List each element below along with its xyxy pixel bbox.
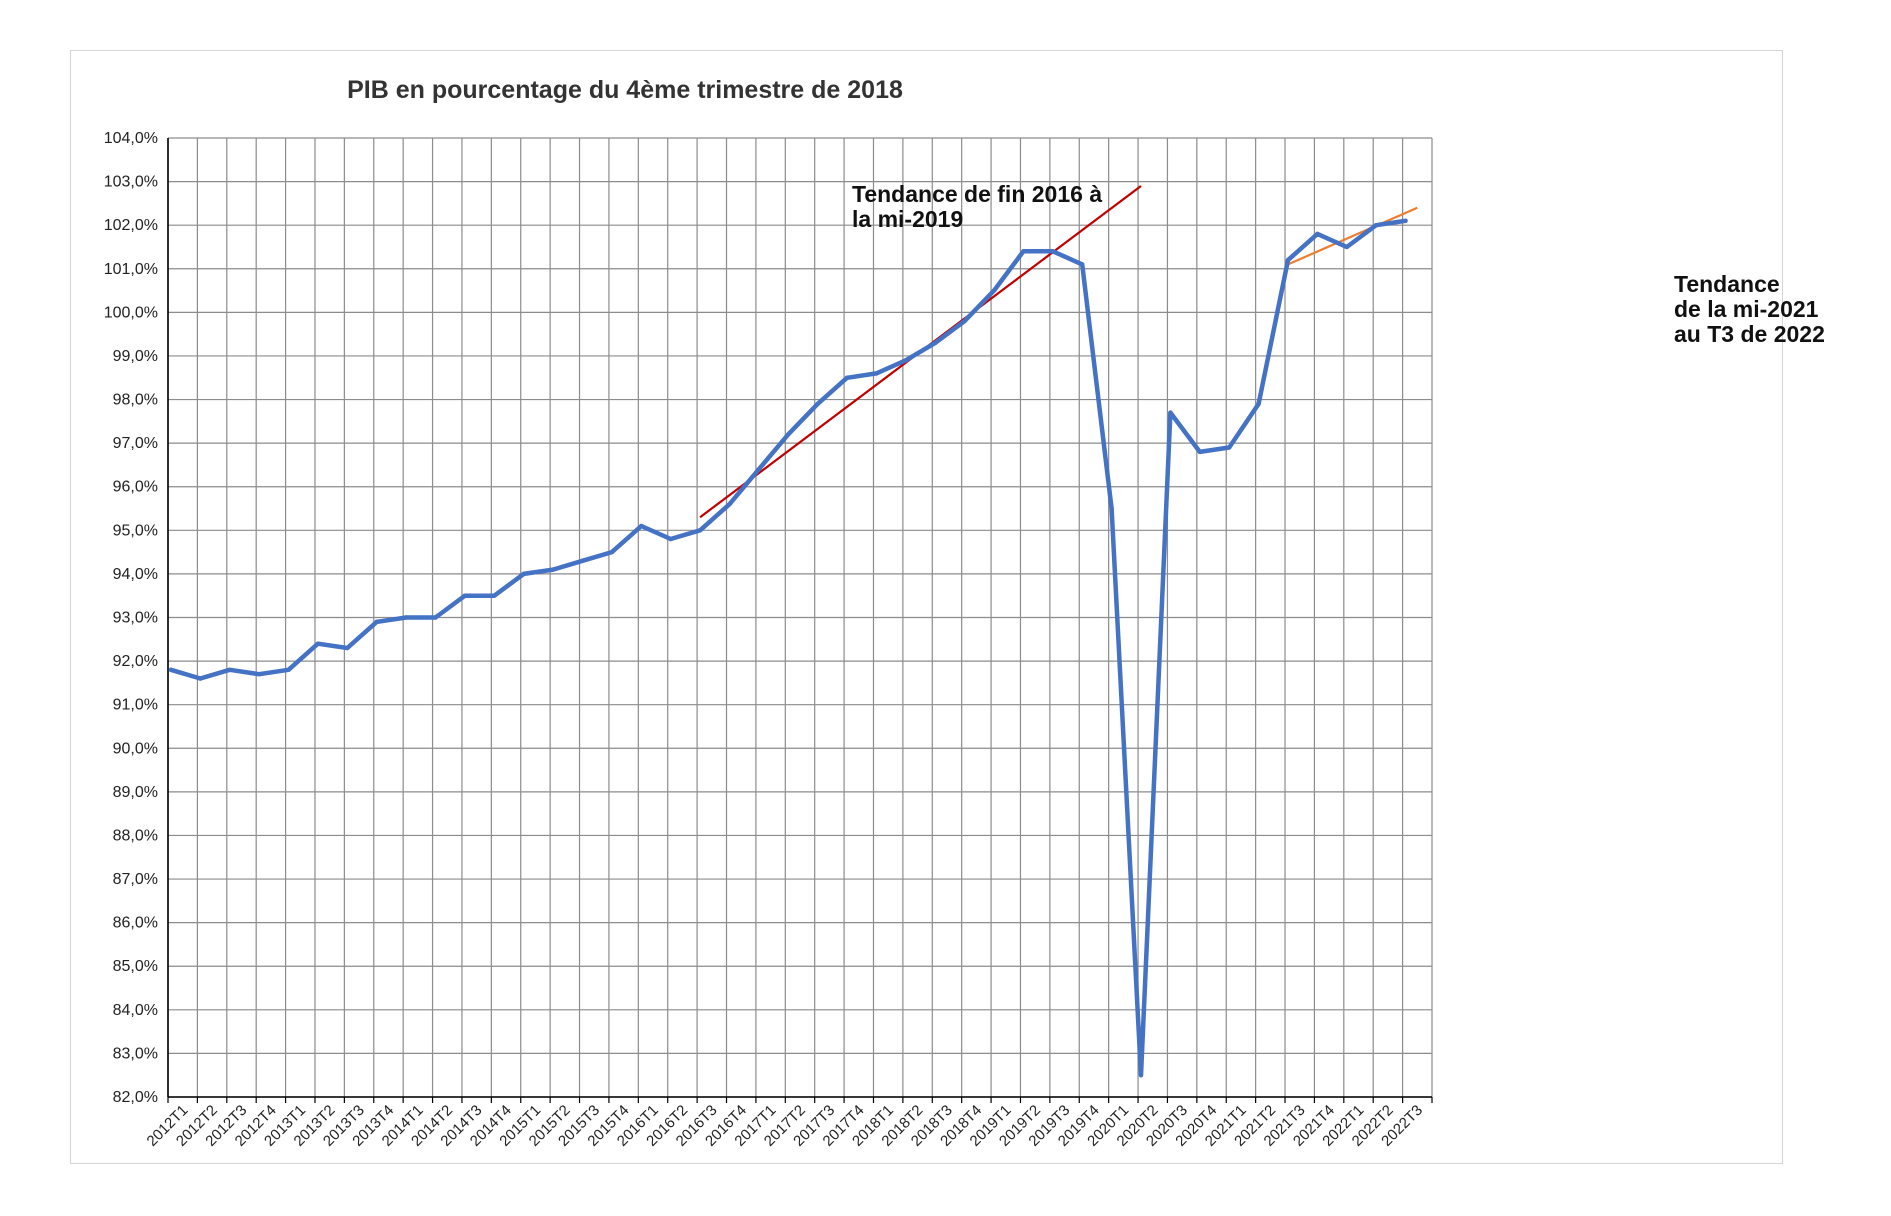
data-point (991, 288, 997, 293)
data-point (433, 615, 438, 620)
series-line (168, 218, 1408, 1078)
y-tick-label: 83,0% (113, 1045, 158, 1062)
y-tick-label: 86,0% (113, 915, 158, 932)
y-tick-label: 91,0% (113, 697, 158, 714)
data-point (1021, 249, 1026, 254)
data-point (609, 549, 615, 555)
data-point (345, 645, 350, 651)
y-tick-label: 93,0% (113, 610, 158, 627)
data-point (1344, 244, 1349, 250)
series-layer (168, 218, 1408, 1078)
data-point (844, 375, 850, 380)
trend-annotation-line: Tendance (1674, 271, 1780, 297)
data-point (697, 528, 703, 533)
data-point (639, 523, 644, 529)
data-point (1403, 218, 1408, 224)
x-tick-labels: 2012T12012T22012T32012T42013T12013T22013… (144, 1102, 1427, 1150)
y-tick-label: 101,0% (104, 261, 158, 278)
trend-annotation-line: au T3 de 2022 (1674, 321, 1825, 347)
y-tick-label: 84,0% (113, 1002, 158, 1019)
data-point (1079, 262, 1085, 267)
y-tick-label: 99,0% (113, 348, 158, 365)
trend-annotation-line: de la mi-2021 (1674, 296, 1819, 322)
data-point (815, 401, 820, 407)
data-point (492, 593, 497, 598)
chart-title: PIB en pourcentage du 4ème trimestre de … (347, 76, 903, 104)
y-tick-label: 102,0% (104, 217, 158, 234)
y-tick-label: 90,0% (113, 740, 158, 757)
y-tick-label: 95,0% (113, 522, 158, 539)
trendlines (699, 185, 1418, 519)
y-tick-labels: 82,0% 83,0% 84,0% 85,0% 86,0% 87,0% 88,0% 89,0%… (104, 130, 158, 1106)
trend-annotations: Tendance de fin 2016 à la mi-2019Tendance… (852, 181, 1825, 347)
y-tick-label: 82,0% (113, 1089, 158, 1106)
data-point (668, 536, 673, 542)
data-point (198, 676, 203, 681)
trend-annotation: Tendance de la mi-2021 au T3 de 2022 (1674, 271, 1825, 347)
y-tick-label: 89,0% (113, 784, 158, 801)
chart-frame (70, 50, 1783, 1164)
y-tick-label: 87,0% (113, 871, 158, 888)
data-point (1285, 257, 1291, 263)
data-point (550, 567, 556, 572)
y-tick-label: 97,0% (113, 435, 158, 452)
y-tick-label: 92,0% (113, 653, 158, 670)
data-point (786, 432, 791, 437)
trend-annotation: Tendance de fin 2016 à la mi-2019 (852, 181, 1102, 232)
data-point (756, 467, 762, 472)
y-tick-label: 96,0% (113, 479, 158, 496)
y-tick-label: 100,0% (104, 304, 158, 321)
trendline (1287, 206, 1418, 266)
grid (167, 137, 1433, 1098)
data-point (256, 671, 262, 677)
data-point (403, 615, 409, 620)
data-point (374, 619, 379, 625)
y-tick-label: 98,0% (113, 392, 158, 409)
y-tick-label: 103,0% (104, 174, 158, 191)
data-point (168, 667, 174, 673)
trend-annotation-line: la mi-2019 (852, 206, 963, 232)
data-point (227, 667, 232, 673)
data-point (1315, 231, 1320, 237)
y-tick-label: 88,0% (113, 827, 158, 844)
data-point (1109, 506, 1114, 511)
data-point (727, 501, 732, 507)
data-point (580, 558, 585, 564)
axes (167, 138, 1433, 1103)
data-point (1168, 410, 1173, 415)
data-point (1197, 449, 1202, 455)
y-tick-label: 85,0% (113, 958, 158, 975)
data-point (874, 371, 879, 376)
data-point (462, 593, 468, 598)
y-tick-label: 94,0% (113, 566, 158, 583)
data-point (521, 571, 526, 577)
y-tick-label: 104,0% (104, 130, 158, 147)
data-point (903, 358, 909, 363)
data-point (1138, 1073, 1144, 1078)
data-point (962, 318, 967, 324)
data-point (286, 667, 291, 673)
data-point (1226, 445, 1232, 450)
trend-annotation-line: Tendance de fin 2016 à (852, 181, 1102, 207)
data-point (315, 641, 321, 646)
data-point (1373, 222, 1379, 228)
data-point (1050, 249, 1056, 254)
data-point (1256, 401, 1261, 407)
data-point (933, 340, 938, 346)
